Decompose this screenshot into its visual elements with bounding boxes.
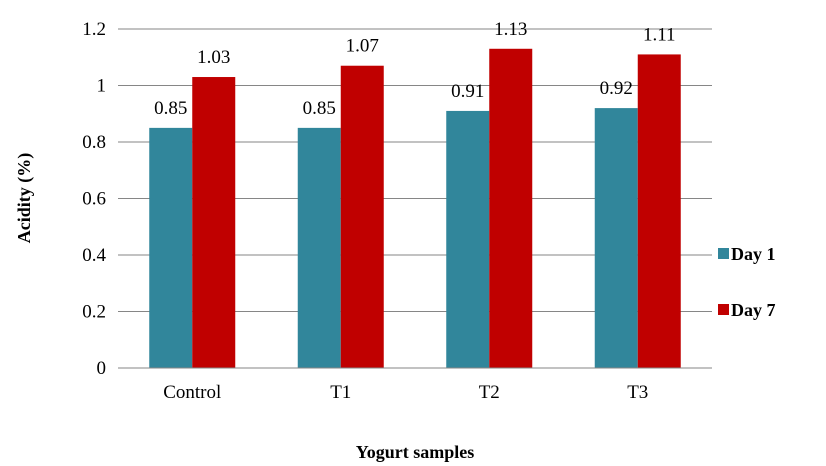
y-tick-label: 1.2: [82, 19, 106, 40]
data-label: 0.85: [303, 98, 336, 119]
legend: Day 1 Day 7: [718, 244, 776, 320]
x-axis-title: Yogurt samples: [356, 442, 475, 462]
y-tick-label: 0.8: [82, 132, 106, 153]
data-label: 1.13: [494, 19, 527, 40]
data-label: 1.03: [197, 47, 230, 68]
x-tick-label: Control: [163, 382, 221, 403]
data-label: 1.07: [346, 36, 379, 57]
bar-day-1-control: [149, 127, 193, 368]
y-tick-label: 0.6: [82, 189, 106, 210]
legend-label: Day 7: [731, 300, 776, 320]
bar-day-7-t3: [637, 54, 681, 369]
x-tick-label: T3: [627, 382, 648, 403]
y-tick-label: 0: [97, 358, 107, 379]
y-tick-label: 1: [97, 76, 107, 97]
x-tick-label: T1: [330, 382, 351, 403]
data-label: 0.91: [451, 81, 484, 102]
bar-day-1-t1: [297, 127, 341, 368]
bar-day-7-t2: [489, 48, 533, 369]
data-label: 0.92: [600, 78, 633, 99]
bar-day-1-t3: [594, 108, 638, 368]
bar-day-1-t2: [446, 110, 490, 369]
data-label: 0.85: [154, 98, 187, 119]
data-label: 1.11: [643, 24, 676, 45]
legend-swatch: [718, 304, 729, 315]
legend-label: Day 1: [731, 244, 776, 264]
y-tick-label: 0.2: [82, 302, 106, 323]
x-axis-categories: Control T1 T2 T3: [163, 382, 648, 403]
bar-day-7-t1: [340, 65, 384, 368]
legend-swatch: [718, 248, 729, 259]
y-axis-title: Acidity (%): [14, 153, 35, 243]
y-axis-ticks: 0 0.2 0.4 0.6 0.8 1 1.2: [82, 19, 106, 379]
bars: [149, 48, 681, 369]
data-labels: 0.85 1.03 0.85 1.07 0.91 1.13 0.92 1.11: [154, 19, 675, 119]
bar-day-7-control: [192, 77, 236, 369]
y-tick-label: 0.4: [82, 245, 106, 266]
x-tick-label: T2: [479, 382, 500, 403]
